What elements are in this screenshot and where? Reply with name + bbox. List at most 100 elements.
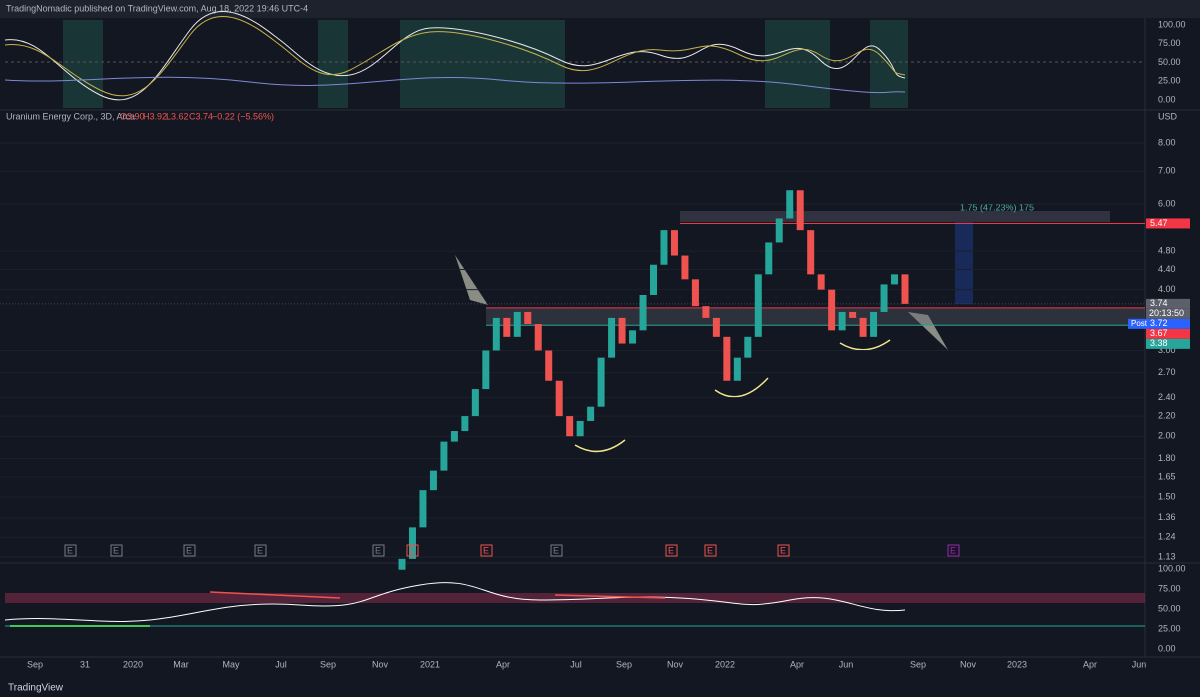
osc-tick-label: 100.00 (1158, 19, 1186, 29)
earnings-badge (704, 544, 717, 557)
time-label: Jul (570, 659, 582, 669)
candle (503, 317, 511, 337)
price-tick-label: 4.80 (1158, 245, 1176, 255)
price-tag-label: 3.38 (1150, 338, 1168, 348)
candle (681, 255, 689, 280)
earnings-badge (64, 544, 77, 557)
price-tick-label: 2.40 (1158, 392, 1176, 402)
earnings-badge (372, 544, 385, 557)
earnings-label: E (483, 545, 489, 555)
time-label: Sep (27, 659, 43, 669)
time-label: Jun (839, 659, 854, 669)
pattern-curve (574, 439, 626, 453)
post-badge (1128, 318, 1148, 329)
candle (733, 357, 741, 381)
footer-bg (0, 678, 90, 697)
candle (440, 441, 448, 471)
candle (482, 350, 490, 390)
price-tick-label: 2.70 (1158, 367, 1176, 377)
candle (838, 311, 846, 331)
candle (639, 295, 647, 331)
publisher: TradingNomadic published on TradingView.… (6, 3, 308, 13)
divergence (209, 591, 341, 599)
price-tag (1146, 318, 1190, 329)
candle (754, 274, 762, 337)
osc-tick-label: 50.00 (1158, 57, 1181, 67)
candle (555, 380, 563, 417)
candle (660, 230, 668, 265)
candle (859, 317, 867, 337)
divergence (554, 594, 666, 599)
pattern-curve (839, 339, 891, 351)
measure-box (680, 211, 1110, 222)
candle (817, 274, 825, 290)
candle (513, 311, 521, 337)
earnings-label: E (186, 545, 192, 555)
osc-line (4, 76, 906, 94)
earnings-badge (110, 544, 123, 557)
time-label: Nov (372, 659, 389, 669)
brand: TradingView (8, 683, 64, 694)
osc-zone (400, 20, 565, 108)
rsi-line (4, 582, 906, 622)
earnings-label: E (707, 545, 713, 555)
earnings-badge (550, 544, 563, 557)
time-label: Sep (616, 659, 632, 669)
osc-zone (765, 20, 830, 108)
zone (486, 307, 1145, 326)
time-label: 2022 (715, 659, 735, 669)
price-tag-label: 3.72 (1150, 318, 1168, 328)
candle (723, 336, 731, 381)
earnings-badge (254, 544, 267, 557)
candle (608, 317, 616, 358)
time-label: 31 (80, 659, 90, 669)
arrow (455, 255, 488, 305)
header-bar (0, 0, 1200, 18)
candle (870, 311, 878, 337)
legend-item: −0.22 (−5.56%) (212, 111, 274, 121)
price-tick-label: 8.00 (1158, 137, 1176, 147)
earnings-label: E (257, 545, 263, 555)
price-tick-label: 7.00 (1158, 166, 1176, 176)
pattern-curve (714, 377, 769, 398)
price-tick-label: 1.50 (1158, 491, 1176, 501)
legend-item: H3.92 (143, 111, 167, 121)
time-label: Apr (1083, 659, 1097, 669)
price-tick-label: 1.36 (1158, 512, 1176, 522)
candle (398, 558, 406, 570)
price-tick-label: 2.20 (1158, 410, 1176, 420)
candle (545, 350, 553, 381)
candle (691, 279, 699, 307)
osc-zone (63, 20, 103, 108)
countdown-bg (1146, 308, 1190, 319)
price-tick-label: 4.00 (1158, 284, 1176, 294)
price-tick-label: 6.00 (1158, 198, 1176, 208)
earnings-badge (183, 544, 196, 557)
time-label: Nov (960, 659, 977, 669)
osc-tick-label: 25.00 (1158, 76, 1181, 86)
countdown: 20:13:50 (1149, 308, 1184, 318)
candle (901, 274, 909, 304)
candle (849, 311, 857, 318)
price-tag-label: 3.67 (1150, 328, 1168, 338)
candle (629, 330, 637, 344)
measure-label: 1.75 (47.23%) 175 (960, 202, 1034, 212)
osc-tick-label: 0.00 (1158, 94, 1176, 104)
candle (419, 490, 427, 528)
earnings-label: E (780, 545, 786, 555)
earnings-label: E (668, 545, 674, 555)
price-tag-label: 3.74 (1150, 298, 1168, 308)
osc-tick-label: 0.00 (1158, 643, 1176, 653)
candle (650, 264, 657, 296)
earnings-badge (777, 544, 790, 557)
candle (807, 230, 815, 275)
candle (712, 317, 720, 337)
time-label: Apr (790, 659, 804, 669)
candle (775, 218, 783, 243)
candle (587, 406, 595, 421)
time-label: Sep (910, 659, 926, 669)
candle (597, 357, 605, 407)
candle (408, 527, 416, 559)
